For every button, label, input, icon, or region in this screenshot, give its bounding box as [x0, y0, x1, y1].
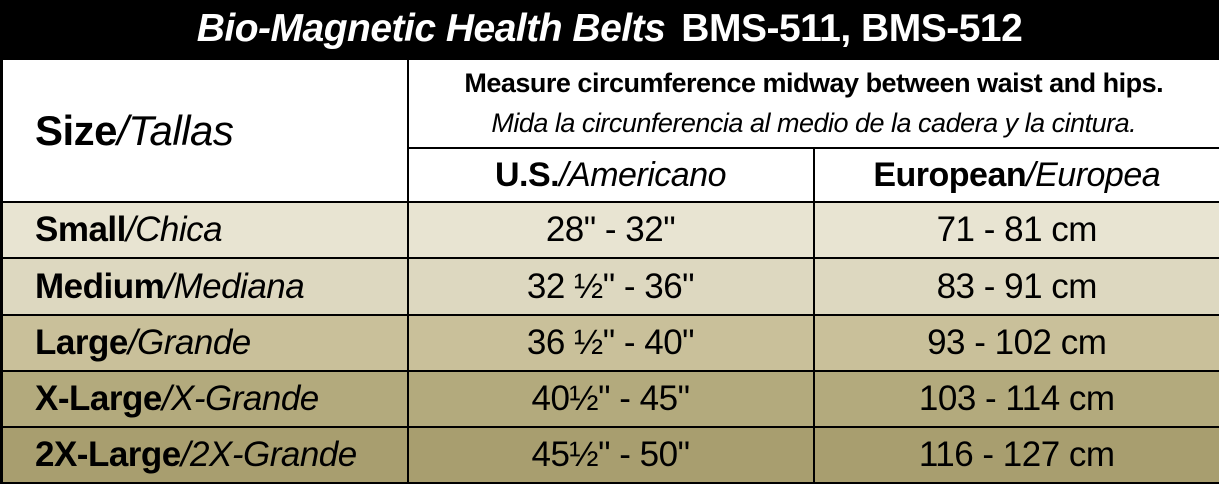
size-header-label-es: /Tallas	[117, 106, 234, 154]
size-table: Size/Tallas Measure circumference midway…	[0, 57, 1219, 484]
size-name-en: 2X-Large	[35, 434, 181, 474]
size-row-small: Small/Chica 28" - 32" 71 - 81 cm	[0, 201, 1219, 260]
size-row-large: Large/Grande 36 ½" - 40" 93 - 102 cm	[0, 313, 1219, 372]
us-column-header: U.S./Americano	[406, 147, 815, 204]
measure-instruction-en: Measure circumference midway between wai…	[464, 68, 1164, 99]
size-name-es: /Mediana	[164, 266, 305, 306]
eu-range-cell: 83 - 91 cm	[812, 257, 1219, 316]
size-name-es: /Grande	[127, 322, 251, 362]
eu-range-cell: 93 - 102 cm	[812, 313, 1219, 372]
size-label: X-Large/X-Grande	[0, 369, 409, 428]
measure-instruction-cell: Measure circumference midway between wai…	[406, 57, 1219, 150]
size-name-en: Large	[35, 322, 128, 362]
size-name-es: /Chica	[125, 210, 223, 250]
size-header-cell: Size/Tallas	[0, 57, 409, 204]
european-column-header: European/Europea	[812, 147, 1219, 204]
header-row-columns: U.S./Americano European/Europea	[2, 147, 1219, 204]
size-name-es: /X-Grande	[161, 378, 319, 418]
us-column-label-es: /Americano	[559, 155, 727, 194]
eu-column-label-es: /Europea	[1026, 155, 1161, 194]
size-name-en: X-Large	[35, 378, 162, 418]
model-numbers: BMS-511, BMS-512	[681, 7, 1023, 50]
size-name-en: Small	[35, 210, 126, 250]
size-row-xlarge: X-Large/X-Grande 40½" - 45" 103 - 114 cm	[0, 369, 1219, 428]
product-title: Bio-Magnetic Health Belts	[196, 7, 666, 50]
us-range-cell: 32 ½" - 36"	[406, 257, 815, 316]
measure-instruction-es: Mida la circunferencia al medio de la ca…	[491, 108, 1137, 139]
size-header-label-en: Size	[35, 106, 118, 154]
size-row-2xlarge: 2X-Large/2X-Grande 45½" - 50" 116 - 127 …	[0, 425, 1219, 484]
size-name-en: Medium	[35, 266, 165, 306]
size-label: Small/Chica	[0, 201, 409, 260]
us-range-cell: 36 ½" - 40"	[406, 313, 815, 372]
size-label: Large/Grande	[0, 313, 409, 372]
us-range-cell: 28" - 32"	[406, 201, 815, 260]
title-bar: Bio-Magnetic Health Belts BMS-511, BMS-5…	[0, 0, 1219, 58]
size-row-medium: Medium/Mediana 32 ½" - 36" 83 - 91 cm	[0, 257, 1219, 316]
us-range-cell: 40½" - 45"	[406, 369, 815, 428]
us-column-label-en: U.S.	[494, 155, 560, 194]
size-label: 2X-Large/2X-Grande	[0, 425, 409, 484]
eu-range-cell: 103 - 114 cm	[812, 369, 1219, 428]
eu-range-cell: 116 - 127 cm	[812, 425, 1219, 484]
size-name-es: /2X-Grande	[180, 434, 357, 474]
eu-range-cell: 71 - 81 cm	[812, 201, 1219, 260]
us-range-cell: 45½" - 50"	[406, 425, 815, 484]
eu-column-label-en: European	[873, 155, 1027, 194]
size-label: Medium/Mediana	[0, 257, 409, 316]
header-row-measure: Size/Tallas Measure circumference midway…	[0, 57, 1219, 204]
